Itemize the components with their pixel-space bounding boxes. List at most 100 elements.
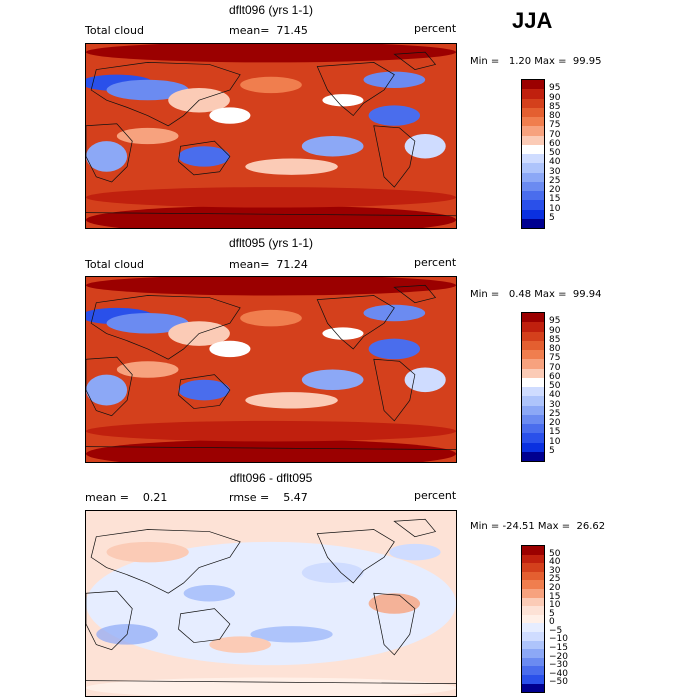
colorbar-box bbox=[522, 640, 544, 650]
map-field-region bbox=[86, 439, 456, 462]
colorbar-tick-label: 5 bbox=[549, 608, 555, 619]
colorbar-box bbox=[522, 200, 544, 210]
colorbar-box bbox=[522, 588, 544, 598]
colorbar-tick-label: 40 bbox=[549, 390, 561, 401]
colorbar-box bbox=[522, 340, 544, 350]
map-field-region bbox=[106, 79, 189, 101]
panel-1-minmax: Min = 1.20 Max = 99.95 bbox=[470, 56, 602, 67]
colorbar-tick-label: −50 bbox=[549, 677, 568, 688]
panel-3-colorbar: 50 40 30 25 20 15 10 5 0 −5 −10 −15 −20 −30 −40 −50 bbox=[521, 545, 601, 693]
colorbar-tick-label: −10 bbox=[549, 634, 568, 645]
colorbar-tick-label: 20 bbox=[549, 185, 561, 195]
colorbar-box bbox=[522, 451, 544, 461]
colorbar-box bbox=[522, 546, 544, 555]
coastline bbox=[90, 62, 241, 127]
panel-3-difference-map bbox=[85, 510, 457, 697]
panel-2-colorbar: 95 90 85 80 75 70 60 50 40 30 25 20 15 10 5 bbox=[521, 312, 601, 462]
colorbar-box bbox=[522, 623, 544, 632]
map-field-region bbox=[363, 71, 426, 88]
colorbar-tick-label: 85 bbox=[549, 101, 561, 112]
map-field bbox=[86, 44, 456, 228]
map-field-region bbox=[301, 136, 364, 157]
map-field-region bbox=[404, 367, 446, 393]
coastline bbox=[316, 295, 395, 350]
map-field-region bbox=[209, 340, 251, 358]
colorbar-tick-label: −5 bbox=[549, 625, 563, 636]
colorbar-tick-label: 90 bbox=[549, 92, 561, 103]
map-field-region bbox=[301, 369, 364, 391]
colorbar-box bbox=[522, 396, 544, 406]
colorbar-box bbox=[522, 424, 544, 434]
map-field-region bbox=[106, 312, 189, 334]
coastline bbox=[373, 358, 416, 422]
colorbar-box bbox=[522, 218, 544, 228]
colorbar-tick-label: 40 bbox=[549, 557, 561, 568]
colorbar-box bbox=[522, 387, 544, 397]
map-field-region bbox=[183, 585, 236, 602]
colorbar-tick-label: 50 bbox=[549, 148, 561, 158]
colorbar-box bbox=[522, 331, 544, 341]
coastline bbox=[316, 62, 395, 117]
colorbar-box bbox=[522, 154, 544, 164]
map-field-region bbox=[301, 562, 364, 583]
colorbar-tick-label: 30 bbox=[549, 166, 561, 177]
map-field-region bbox=[86, 205, 456, 228]
colorbar-tick-label: 75 bbox=[549, 353, 561, 364]
colorbar-tick-label: −20 bbox=[549, 651, 568, 662]
colorbar-box bbox=[522, 172, 544, 182]
colorbar-box bbox=[522, 181, 544, 191]
colorbar-boxes bbox=[521, 79, 545, 229]
colorbar-tick-label: 25 bbox=[549, 574, 561, 585]
panel-1-colorbar: 95 90 85 80 75 70 60 50 40 30 25 20 15 10 5 bbox=[521, 79, 601, 229]
coastline bbox=[86, 446, 456, 451]
colorbar-tick-label: 60 bbox=[549, 371, 561, 382]
panel-1-variable-label: Total cloud bbox=[85, 24, 144, 37]
colorbar-box bbox=[522, 350, 544, 360]
colorbar-tick-label: 80 bbox=[549, 111, 561, 121]
map-field-region bbox=[363, 304, 426, 322]
colorbar-box bbox=[522, 657, 544, 667]
colorbar-box bbox=[522, 107, 544, 117]
colorbar-tick-label: 95 bbox=[549, 316, 561, 327]
panel-1-title: dflt096 (yrs 1-1) bbox=[228, 3, 314, 17]
map-field-region bbox=[404, 133, 446, 159]
panel-3-mean-label: mean = 0.21 bbox=[85, 491, 168, 504]
colorbar-box bbox=[522, 571, 544, 581]
map-field-region bbox=[209, 107, 251, 124]
colorbar-tick-label: 20 bbox=[549, 582, 561, 593]
panel-3-title: dflt096 - dflt095 bbox=[229, 471, 313, 485]
colorbar-box bbox=[522, 433, 544, 443]
map-field-region bbox=[86, 420, 456, 442]
panel-3-rmse-label: rmse = 5.47 bbox=[229, 491, 308, 504]
colorbar-box bbox=[522, 135, 544, 145]
map-field-region bbox=[322, 327, 364, 340]
colorbar-tick-label: 0 bbox=[549, 617, 555, 628]
panel-2-title: dflt095 (yrs 1-1) bbox=[228, 236, 314, 250]
map-field-region bbox=[86, 677, 456, 696]
colorbar-box bbox=[522, 313, 544, 323]
map-field-region bbox=[389, 543, 441, 561]
coastline bbox=[86, 123, 133, 183]
colorbar-box bbox=[522, 563, 544, 572]
colorbar-tick-label: 5 bbox=[549, 445, 555, 456]
coastline bbox=[393, 51, 437, 70]
colorbar-tick-label: 90 bbox=[549, 325, 561, 336]
colorbar-tick-label: 40 bbox=[549, 157, 561, 168]
colorbar-box bbox=[522, 98, 544, 108]
colorbar-tick-label: 70 bbox=[549, 362, 561, 373]
colorbar-box bbox=[522, 405, 544, 415]
colorbar-box bbox=[522, 554, 544, 564]
colorbar-tick-label: 70 bbox=[549, 129, 561, 140]
colorbar-box bbox=[522, 414, 544, 424]
colorbar-tick-label: 85 bbox=[549, 334, 561, 345]
colorbar-tick-label: 25 bbox=[549, 408, 561, 419]
map-field-region bbox=[368, 338, 421, 360]
colorbar-boxes bbox=[521, 545, 545, 693]
colorbar-box bbox=[522, 191, 544, 201]
colorbar-box bbox=[522, 683, 544, 693]
coastline bbox=[178, 140, 231, 176]
colorbar-tick-label: 10 bbox=[549, 436, 561, 447]
colorbar-box bbox=[522, 597, 544, 607]
map-field-region bbox=[86, 44, 456, 63]
colorbar-box bbox=[522, 666, 544, 675]
